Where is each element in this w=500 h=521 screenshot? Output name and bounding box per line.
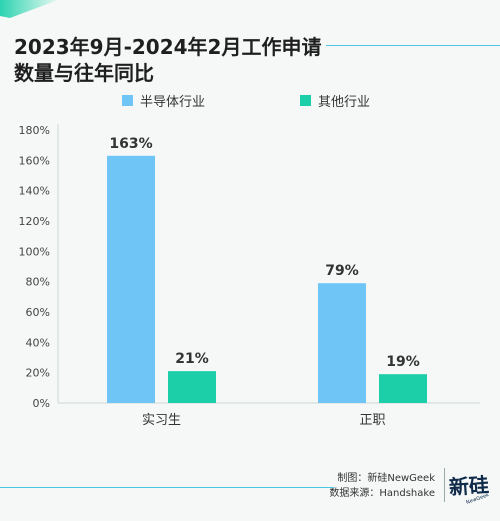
legend-item-semiconductor: 半导体行业	[122, 91, 205, 110]
bar-value-label: 79%	[325, 263, 359, 279]
chart-title: 2023年9月-2024年2月工作申请数量与往年同比	[14, 35, 322, 85]
legend: 半导体行业 其他行业	[0, 91, 500, 111]
legend-label-other: 其他行业	[318, 95, 371, 110]
bar-other	[379, 374, 427, 403]
y-tick-label: 60%	[26, 306, 50, 319]
bar-semiconductor	[107, 155, 155, 403]
footer-source: 数据来源：Handshake	[329, 488, 435, 499]
y-tick-label: 180%	[19, 124, 50, 137]
legend-swatch-other	[300, 95, 311, 106]
bar-value-label: 163%	[109, 136, 152, 152]
y-tick-label: 80%	[26, 276, 50, 289]
y-tick-label: 140%	[19, 185, 50, 198]
x-category-label: 正职	[359, 413, 385, 428]
footer-credits: 制图：新硅NewGeek 数据来源：Handshake	[329, 471, 435, 501]
footer-rule	[0, 487, 334, 488]
bar-chart: 0% 20% 40% 60% 80% 100% 120% 140% 160% 180% 163% 21…	[19, 124, 480, 428]
y-tick-label: 160%	[19, 154, 50, 167]
corner-accent-shape	[0, 0, 58, 18]
y-tick-label: 20%	[26, 367, 50, 380]
title-divider	[326, 45, 500, 46]
bar-other	[168, 371, 216, 403]
y-tick-label: 0%	[33, 397, 50, 410]
footer-credit: 制图：新硅NewGeek	[337, 473, 435, 484]
bar-value-label: 21%	[175, 351, 209, 367]
footer-divider	[444, 468, 445, 502]
newgeek-logo: 新硅 NewGeek	[448, 473, 490, 506]
bar-value-label: 19%	[386, 354, 420, 370]
y-tick-label: 120%	[19, 215, 50, 228]
legend-label-semiconductor: 半导体行业	[140, 95, 206, 110]
bar-semiconductor	[318, 283, 366, 403]
y-tick-label: 100%	[19, 245, 50, 258]
y-tick-label: 40%	[26, 336, 50, 349]
logo-text: 新硅	[448, 473, 490, 500]
legend-swatch-semiconductor	[122, 95, 133, 106]
legend-item-other: 其他行业	[300, 91, 370, 110]
x-category-label: 实习生	[142, 413, 181, 428]
